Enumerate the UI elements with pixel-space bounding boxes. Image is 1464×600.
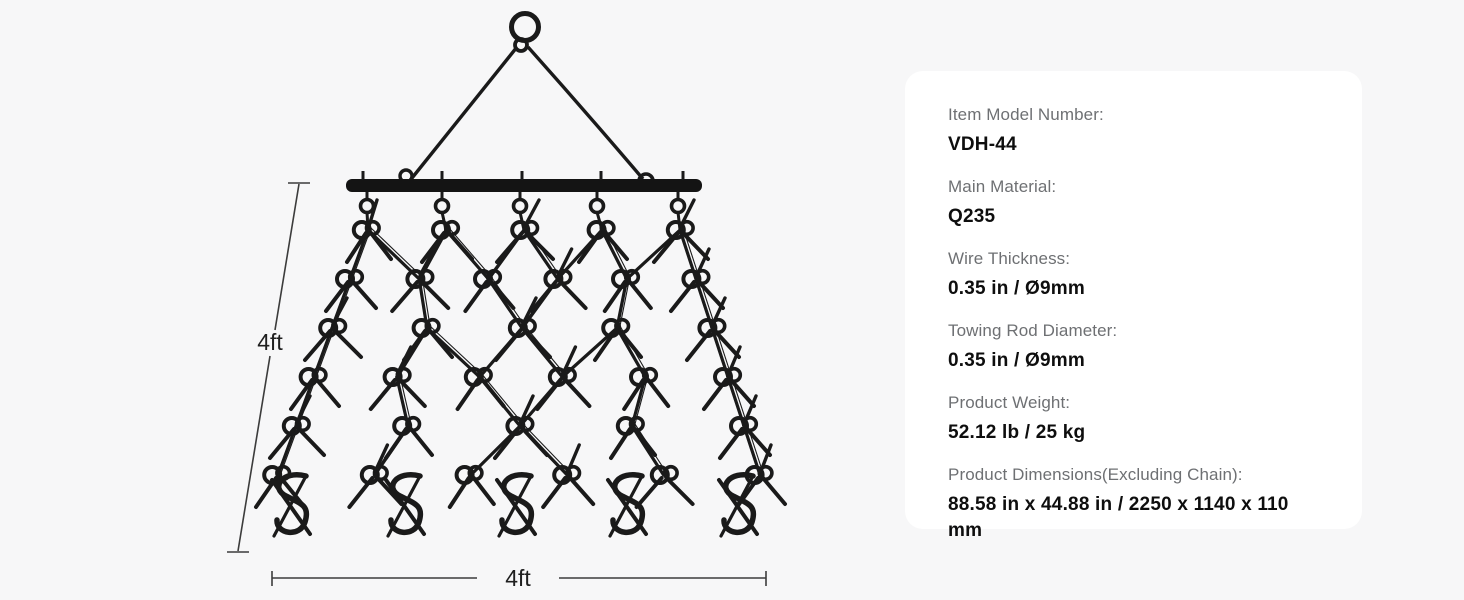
spec-value: 0.35 in / Ø9mm: [948, 350, 1085, 371]
towing-bar: [346, 171, 702, 192]
hanging-ring-icon: [509, 11, 541, 53]
dimension-height-label: 4ft: [257, 329, 283, 355]
spec-item-model: Item Model Number: VDH-44: [948, 104, 1326, 158]
spec-label: Product Weight:: [948, 393, 1071, 412]
spec-card: Item Model Number: VDH-44 Main Material:…: [905, 71, 1362, 541]
spec-label: Main Material:: [948, 177, 1057, 196]
harrow-diagram: 4ft 4ft: [227, 11, 787, 591]
dimension-width-label: 4ft: [505, 565, 531, 591]
spec-label: Towing Rod Diameter:: [948, 321, 1118, 340]
spec-value: VDH-44: [948, 134, 1017, 155]
harrow-mesh: [254, 192, 787, 538]
harrow-illustration: 4ft 4ft: [227, 11, 787, 591]
spec-label: Wire Thickness:: [948, 249, 1071, 268]
spec-value: 88.58 in x 44.88 in / 2250 x 1140 x 110 …: [948, 494, 1289, 541]
spec-value: Q235: [948, 206, 996, 227]
dimension-height: 4ft: [227, 182, 310, 553]
spec-label: Item Model Number:: [948, 105, 1104, 124]
spec-item-wire-thickness: Wire Thickness: 0.35 in / Ø9mm: [948, 248, 1326, 302]
spec-item-weight: Product Weight: 52.12 lb / 25 kg: [948, 392, 1326, 446]
spec-value: 0.35 in / Ø9mm: [948, 278, 1085, 299]
spec-item-material: Main Material: Q235: [948, 176, 1326, 230]
spec-value: 52.12 lb / 25 kg: [948, 422, 1086, 443]
spec-label: Product Dimensions(Excluding Chain):: [948, 465, 1243, 484]
lifting-cables: [398, 45, 655, 190]
spec-item-dimensions: Product Dimensions(Excluding Chain): 88.…: [948, 464, 1326, 544]
spec-item-rod-diameter: Towing Rod Diameter: 0.35 in / Ø9mm: [948, 320, 1326, 374]
dimension-width: 4ft: [271, 565, 767, 591]
